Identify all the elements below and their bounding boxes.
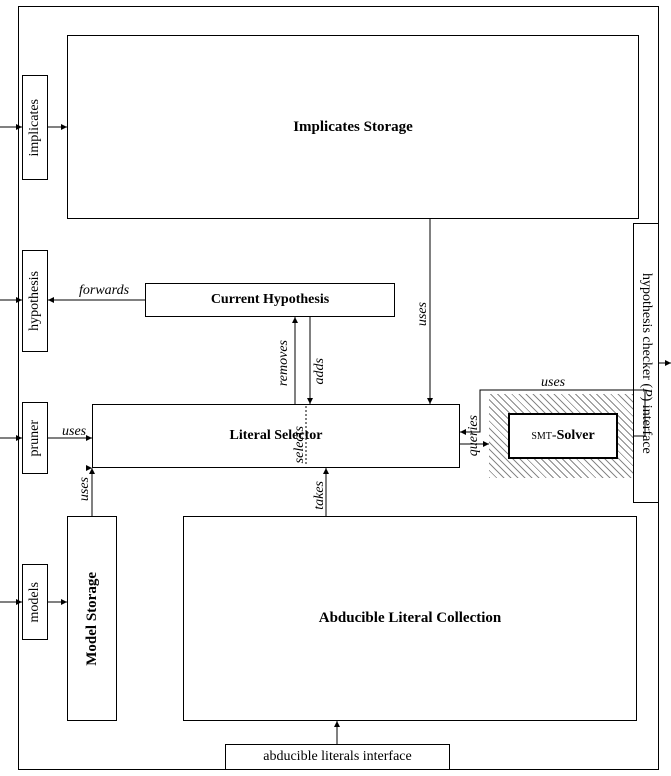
edge-uses1: uses (415, 302, 431, 326)
abducible-interface-box: abducible literals interface (225, 744, 450, 770)
edge-adds: adds (312, 358, 328, 384)
literal-selector-box: Literal Selector (92, 404, 460, 468)
smt-solver-label: smt-Solver (531, 428, 594, 444)
side-models-label: models (27, 582, 43, 622)
side-models: models (22, 564, 48, 640)
model-storage-label: Model Storage (84, 572, 101, 666)
side-hypothesis: hypothesis (22, 250, 48, 352)
smt-solver-box: smt-Solver (508, 413, 618, 459)
side-pruner: pruner (22, 402, 48, 474)
implicates-storage-box: Implicates Storage (67, 35, 639, 219)
edge-selects: selects (292, 426, 308, 463)
edge-forwards: forwards (79, 283, 129, 299)
side-hypothesis-label: hypothesis (27, 271, 43, 331)
edge-queries: queries (466, 415, 482, 456)
current-hypothesis-label: Current Hypothesis (211, 292, 329, 308)
current-hypothesis-box: Current Hypothesis (145, 283, 395, 317)
edge-uses4: uses (77, 477, 93, 501)
side-implicates: implicates (22, 75, 48, 180)
abducible-collection-box: Abducible Literal Collection (183, 516, 637, 721)
side-implicates-label: implicates (27, 99, 43, 157)
edge-takes: takes (312, 481, 328, 510)
edge-uses3: uses (62, 424, 86, 440)
side-pruner-label: pruner (27, 420, 43, 457)
edge-removes: removes (276, 340, 292, 386)
abducible-interface-label: abducible literals interface (263, 749, 411, 765)
model-storage-box: Model Storage (67, 516, 117, 721)
side-checker: hypothesis checker (P) interface (633, 223, 659, 503)
side-checker-label: hypothesis checker (P) interface (638, 273, 654, 454)
abducible-collection-label: Abducible Literal Collection (319, 610, 502, 627)
implicates-storage-label: Implicates Storage (293, 119, 413, 136)
edge-uses2: uses (541, 375, 565, 391)
literal-selector-label: Literal Selector (230, 428, 323, 444)
